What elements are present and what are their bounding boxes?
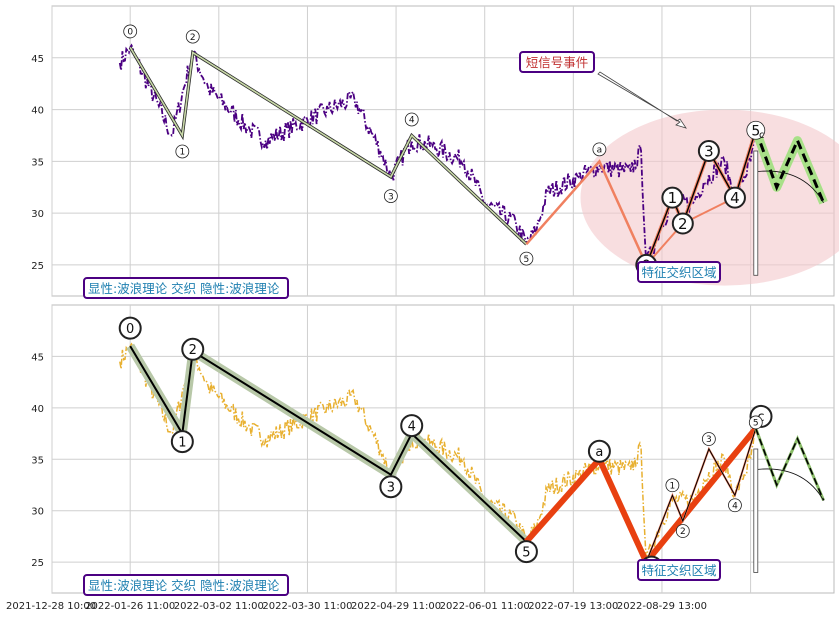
y-tick-label: 40 [31,404,44,415]
y-tick-label: 25 [31,261,44,272]
y-tick-label: 30 [31,507,44,518]
top-panel: 2530354045012345a12340b5c短信号事件特征交织区域显性:波… [31,5,839,299]
primary-wave-label-3-text: 3 [387,480,395,495]
bottom-panel: 2530354045012345a0bc12345特征交织区域显性:波浪理论 交… [31,304,835,596]
y-tick-label: 35 [31,455,44,466]
primary-wave-label-0-text: 0 [127,28,133,38]
short-signal-label-box [519,51,595,73]
sub-wave-label-1-marker [661,186,684,209]
primary-wave-label-3-marker [379,475,403,499]
wave-a-label-text: a [597,146,603,156]
bottom-legend-label: 显性:波浪理论 交织 隐性:波浪理论 [88,578,280,593]
y-tick-label: 35 [31,157,44,168]
sub-wave-label-1-text: 1 [668,189,678,207]
y-tick-label: 40 [31,106,44,117]
sub-wave-label-3-text: 3 [704,142,714,160]
wave-5c-label-marker [746,120,766,140]
projection-arc [755,468,824,501]
sub-wave-label-4-marker [723,186,746,209]
primary-wave-label-5-text: 5 [524,255,530,265]
primary-wave-label-1-marker [170,430,194,454]
feature-zone-label-box [637,261,721,283]
feature-zone-label-box [637,559,721,581]
primary-wave-label-2-text: 2 [190,33,196,43]
primary-wave-label-2-text: 2 [189,343,197,358]
primary-wave-label-2-marker [185,29,200,44]
primary-wave-label-0-marker [118,316,142,340]
sub-wave-label-3-marker [697,140,720,162]
x-tick-label: 2022-08-29 13:00 [617,601,707,612]
primary-wave-label-5-text: 5 [522,545,530,560]
top-legend-label: 显性:波浪理论 交织 隐性:波浪理论 [88,281,280,296]
sub-wave-label-2-marker [675,524,690,538]
sub-wave-label-4-text: 4 [730,189,740,207]
abc-wave-line [524,426,759,566]
sub-wave-label-5-text: 5 [753,419,759,429]
sub-wave-label-4-text: 4 [732,502,738,512]
y-tick-label: 45 [31,54,44,65]
sub-wave-line [645,130,757,266]
wave-5c-label-text: 5 [751,123,760,139]
wave-5c-label-sub: c [759,130,764,141]
x-tick-label: 2022-04-29 11:00 [351,601,441,612]
primary-wave-label-5-marker [519,251,534,266]
feature-zone-label: 特征交织区域 [641,265,716,280]
primary-wave-label-4-text: 4 [408,419,416,434]
sub-wave-label-2-marker [671,212,694,235]
x-tick-label: 2022-06-01 11:00 [440,601,530,612]
x-tick-label: 2022-03-02 11:00 [174,601,264,612]
wave-c-label-text: c [757,410,764,425]
projection-line [755,428,825,501]
wave-a-label-marker [587,439,611,463]
primary-wave-label-4-text: 4 [409,116,415,126]
primary-wave-label-1-text: 1 [178,435,186,450]
sub-wave-label-5-marker [748,415,763,430]
y-tick-label: 25 [31,558,44,569]
primary-wave-label-3-text: 3 [388,192,394,202]
primary-wave-label-0-text: 0 [126,322,134,337]
x-tick-label: 2021-12-28 10:00 [6,601,96,612]
feature-zone-label: 特征交织区域 [641,563,716,578]
primary-wave-label-1-marker [175,144,190,159]
primary-wave-line [129,345,528,543]
sub-wave-label-2-text: 2 [680,527,686,537]
event-marker [753,448,759,573]
abc-wave-line [525,159,648,266]
x-tick-label: 2022-01-26 11:00 [85,601,175,612]
primary-wave-label-1-text: 1 [179,148,185,158]
short-signal-arrow [597,71,687,129]
primary-wave-label-2-marker [181,337,205,361]
event-marker [753,150,759,276]
sub-wave-label-3-marker [701,432,716,446]
short-signal-label: 短信号事件 [526,55,589,70]
price-series-line [118,43,757,266]
sub-wave-label-2-text: 2 [678,215,688,233]
primary-wave-label-5-marker [514,540,538,564]
y-tick-label: 45 [31,352,44,363]
sub-wave-label-4-marker [728,498,742,513]
y-tick-label: 30 [31,209,44,220]
primary-wave-label-0-marker [123,24,138,39]
bottom-legend-label-box [83,574,289,596]
primary-wave-label-3-marker [383,189,398,203]
sub-wave-label-1-marker [665,478,680,493]
projection-arc [755,170,824,203]
projection-line [754,129,825,204]
x-tick-label: 2022-07-19 13:00 [528,601,618,612]
wave-a-label-text: a [595,445,603,460]
primary-wave-line [129,46,527,245]
sub-wave-line [645,428,757,563]
primary-wave-label-4-marker [404,112,419,127]
wave-a-label-marker [592,142,607,157]
sub-wave-label-1-text: 1 [670,482,676,492]
sub-wave-label-3-text: 3 [706,435,712,445]
top-legend-label-box [83,277,289,299]
x-tick-label: 2022-03-30 11:00 [262,601,352,612]
primary-wave-label-4-marker [400,414,424,438]
